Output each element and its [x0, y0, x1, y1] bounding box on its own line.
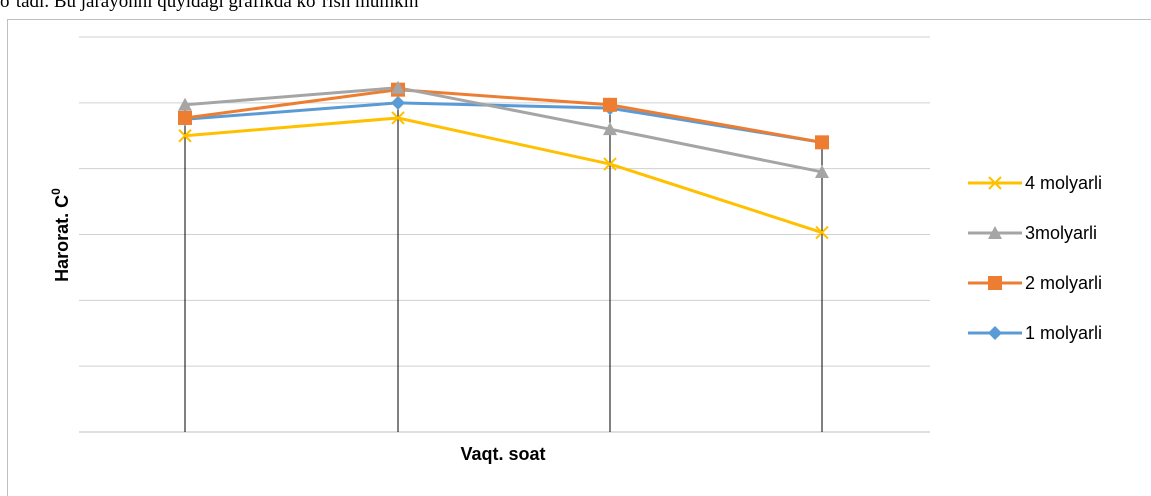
marker-triangle	[988, 226, 1002, 239]
marker-x	[391, 111, 405, 125]
page-text-fragment: o‘tadi. Bu jarayonni quyidagi grafikda k…	[0, 0, 419, 12]
marker-square	[815, 135, 829, 150]
marker-triangle	[815, 164, 829, 178]
legend-item: 2 molyarli	[968, 273, 1102, 293]
legend-label: 2 molyarli	[1025, 273, 1102, 293]
marker-x	[603, 157, 617, 171]
marker-x	[178, 129, 192, 143]
series-markers	[178, 80, 829, 240]
series-lines	[184, 86, 823, 234]
legend: 4 molyarli 3molyarli 2 molyarli 1 molyarli	[968, 173, 1102, 343]
chart-area	[7, 19, 1151, 496]
series-line	[184, 88, 823, 144]
legend-item: 1 molyarli	[968, 323, 1102, 343]
x-axis-title: Vaqt. soat	[460, 444, 545, 464]
y-axis-title: Harorat. C0	[49, 188, 72, 282]
marker-triangle	[391, 80, 405, 94]
legend-label: 1 molyarli	[1025, 323, 1102, 343]
legend-label: 4 molyarli	[1025, 173, 1102, 193]
marker-x-stroke	[603, 157, 617, 171]
marker-x	[815, 225, 829, 240]
drop-lines	[184, 87, 823, 432]
gridlines	[79, 36, 930, 433]
marker-square	[603, 97, 617, 112]
series-line	[184, 116, 823, 234]
marker-x	[988, 176, 1002, 190]
marker-square	[178, 110, 192, 125]
marker-x-stroke	[815, 225, 829, 240]
marker-x-stroke	[178, 129, 192, 143]
marker-triangle	[178, 97, 192, 111]
marker-square	[988, 276, 1002, 290]
marker-triangle	[603, 122, 617, 136]
marker-diamond	[391, 95, 405, 110]
marker-x-stroke	[391, 111, 405, 125]
legend-label: 3molyarli	[1025, 223, 1097, 243]
y-axis-title-superscript: 0	[49, 188, 63, 195]
series-line	[184, 101, 823, 144]
marker-diamond	[988, 326, 1002, 340]
y-axis-title-main: Harorat. C	[52, 195, 72, 282]
legend-item: 4 molyarli	[968, 173, 1102, 193]
series-line	[184, 86, 823, 174]
marker-x-stroke	[988, 176, 1002, 190]
legend-item: 3molyarli	[968, 223, 1097, 243]
